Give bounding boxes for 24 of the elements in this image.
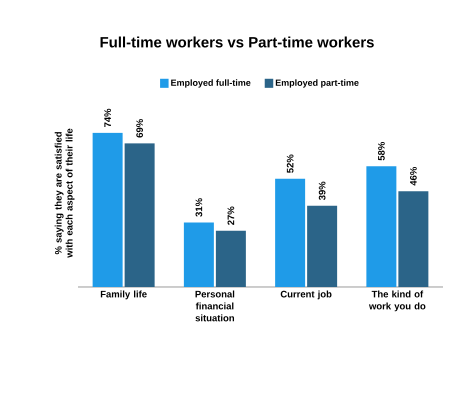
x-tick-label: The kind of work you do [368,290,426,312]
x-tick-label: Personal financial situation [195,290,234,322]
bar [275,178,306,287]
data-label: 69% [136,119,143,138]
y-axis-title: % saying they are satisfied with each aspect of their life [54,128,74,258]
data-label: 74% [104,108,111,127]
bar [124,143,155,287]
data-label: 46% [410,166,417,186]
legend-label: Employed full-time [171,79,250,88]
bar [216,230,246,287]
data-label: 39% [318,182,326,200]
data-label: 58% [378,142,385,160]
legend-label: Employed part-time [276,79,359,88]
bar [366,166,396,287]
bar [398,191,428,287]
x-tick-label: Family life [100,290,147,300]
data-label: 27% [228,206,234,225]
data-label: 52% [286,154,294,173]
bar [184,222,214,287]
x-tick-label: Current job [280,290,332,300]
bar [307,206,338,287]
chart-title: Full-time workers vs Part-time workers [100,36,374,48]
data-label: 31% [196,198,202,217]
bar [92,132,123,287]
